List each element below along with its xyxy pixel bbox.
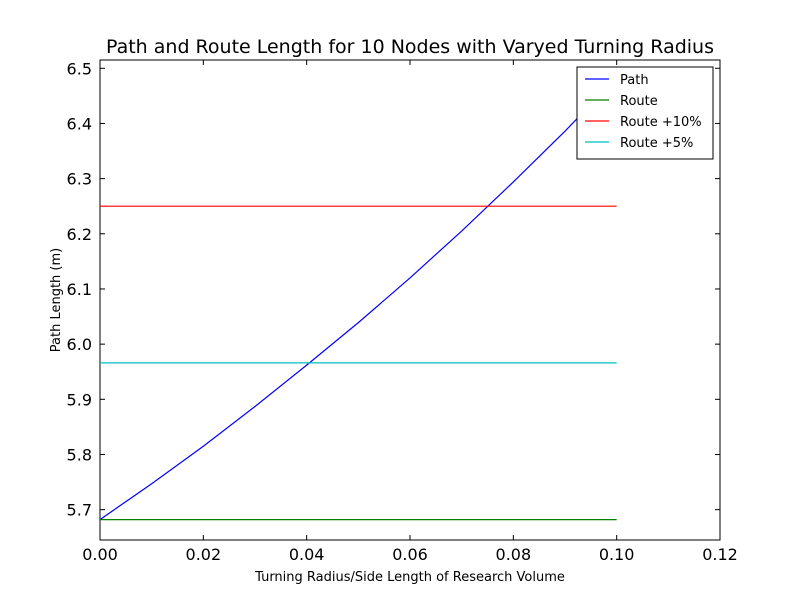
y-tick-label: 5.9 [67, 390, 92, 409]
legend: Path Route Route +10% Route +5% [576, 66, 714, 160]
chart-title: Path and Route Length for 10 Nodes with … [106, 36, 714, 58]
y-tick-label: 6.2 [67, 225, 92, 244]
x-tick-label: 0.12 [702, 545, 738, 564]
legend-box [576, 66, 714, 160]
x-tick-label: 0.08 [496, 545, 532, 564]
x-tick-label: 0.04 [289, 545, 325, 564]
y-tick-label: 6.1 [67, 280, 92, 299]
y-axis-label: Path Length (m) [49, 248, 64, 352]
legend-label: Path [620, 73, 649, 88]
series-line-0 [100, 77, 618, 521]
ticks-layer: 0.00 0.02 0.04 0.06 0.08 0.10 0.12 5.7 5.8 5.9 6.0… [67, 59, 738, 564]
y-tick-label: 6.0 [67, 335, 92, 354]
legend-label: Route [620, 94, 658, 109]
y-tick-label: 6.3 [67, 170, 92, 189]
series-layer [100, 77, 618, 521]
y-tick-label: 5.8 [67, 445, 92, 464]
legend-label: Route +10% [620, 115, 702, 130]
x-tick-label: 0.06 [392, 545, 428, 564]
y-tick-label: 5.7 [67, 501, 92, 520]
y-tick-label: 6.4 [67, 114, 92, 133]
legend-label: Route +5% [620, 136, 693, 151]
x-axis-label: Turning Radius/Side Length of Research V… [254, 570, 565, 585]
y-tick-label: 6.5 [67, 59, 92, 78]
x-tick-label: 0.10 [599, 545, 635, 564]
x-tick-label: 0.02 [186, 545, 222, 564]
x-tick-label: 0.00 [82, 545, 118, 564]
